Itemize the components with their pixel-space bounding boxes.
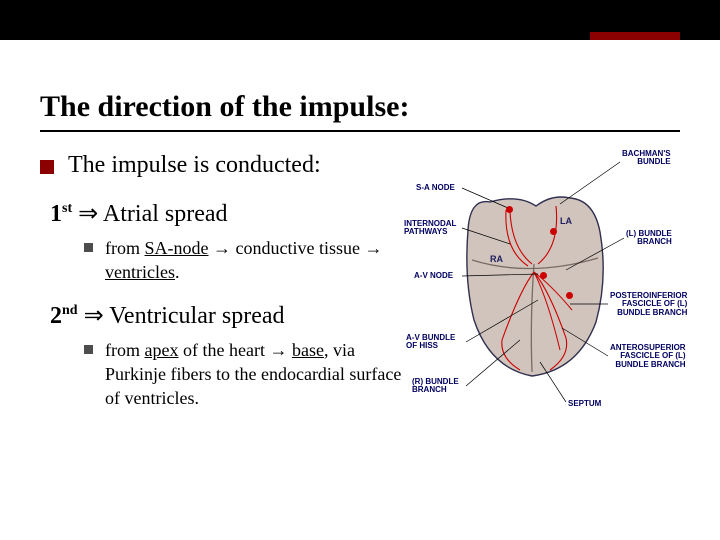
diagram-label: ANTEROSUPERIORFASCICLE OF (L)BUNDLE BRAN… (610, 344, 686, 369)
title-area: The direction of the impulse: (40, 90, 680, 132)
section-detail: from apex of the heart → base, via Purki… (84, 338, 420, 411)
heart-internal-label: LA (560, 216, 572, 226)
diagram-label: (L) BUNDLEBRANCH (626, 230, 672, 247)
diagram-label: A-V BUNDLEOF HISS (406, 334, 455, 351)
diagram-label: POSTEROINFERIORFASCICLE OF (L)BUNDLE BRA… (610, 292, 687, 317)
diagram-label: SEPTUM (568, 400, 601, 408)
conduction-node-dot (540, 272, 547, 279)
conduction-node-dot (506, 206, 513, 213)
main-bullet: The impulse is conducted: (40, 152, 420, 179)
heart-internal-label: RA (490, 254, 503, 264)
diagram-label: BACHMAN'SBUNDLE (622, 150, 671, 167)
conduction-node-dot (550, 228, 557, 235)
sub-bullet-square-icon (84, 243, 93, 252)
content-area: The impulse is conducted: 1st ⇒ Atrial s… (40, 152, 680, 410)
main-bullet-text: The impulse is conducted: (68, 152, 321, 179)
text-column: The impulse is conducted: 1st ⇒ Atrial s… (40, 152, 420, 410)
slide-title: The direction of the impulse: (40, 90, 680, 132)
diagram-label: S-A NODE (416, 184, 455, 192)
diagram-label: (R) BUNDLEBRANCH (412, 378, 459, 395)
section-detail-text: from SA-node → conductive tissue → ventr… (105, 236, 420, 285)
sub-bullet-square-icon (84, 345, 93, 354)
section-detail: from SA-node → conductive tissue → ventr… (84, 236, 420, 285)
bullet-square-icon (40, 160, 54, 174)
heart-diagram: LARAS-A NODEINTERNODALPATHWAYSA-V NODEA-… (410, 144, 680, 434)
top-bar (0, 0, 720, 40)
diagram-label: A-V NODE (414, 272, 453, 280)
section-heading: 2nd ⇒ Ventricular spread (50, 301, 420, 330)
section-detail-text: from apex of the heart → base, via Purki… (105, 338, 420, 411)
accent-stripe (590, 32, 680, 40)
conduction-node-dot (566, 292, 573, 299)
diagram-label: INTERNODALPATHWAYS (404, 220, 456, 237)
section-heading: 1st ⇒ Atrial spread (50, 199, 420, 228)
